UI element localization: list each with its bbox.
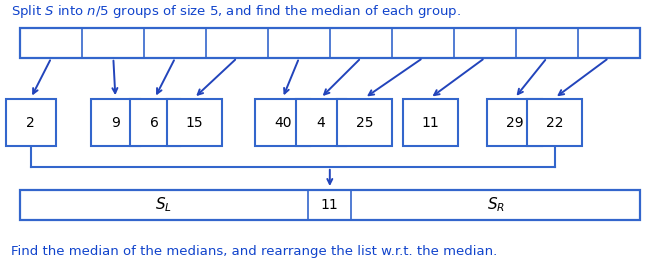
Text: 6: 6 — [150, 116, 159, 130]
Text: 2: 2 — [26, 116, 35, 130]
Bar — [296, 99, 346, 146]
Text: Split $S$ into $n/5$ groups of size 5, and find the median of each group.: Split $S$ into $n/5$ groups of size 5, a… — [11, 3, 461, 20]
Bar — [91, 99, 141, 146]
Bar — [20, 28, 640, 58]
Text: 11: 11 — [421, 116, 439, 130]
Bar — [167, 99, 221, 146]
Bar — [20, 190, 640, 220]
Bar — [403, 99, 457, 146]
Bar — [337, 99, 392, 146]
Text: 9: 9 — [111, 116, 120, 130]
Bar — [528, 99, 582, 146]
Text: 25: 25 — [356, 116, 373, 130]
Text: $S_R$: $S_R$ — [487, 196, 505, 215]
Bar — [130, 99, 179, 146]
Text: Find the median of the medians, and rearrange the list w.r.t. the median.: Find the median of the medians, and rear… — [11, 245, 497, 258]
Text: $S_L$: $S_L$ — [156, 196, 172, 215]
Text: 11: 11 — [321, 198, 338, 212]
Text: 4: 4 — [316, 116, 325, 130]
Text: 40: 40 — [274, 116, 291, 130]
Bar — [255, 99, 310, 146]
Bar — [487, 99, 542, 146]
Text: 15: 15 — [185, 116, 203, 130]
Text: 22: 22 — [546, 116, 564, 130]
Text: 29: 29 — [506, 116, 524, 130]
Bar — [6, 99, 56, 146]
